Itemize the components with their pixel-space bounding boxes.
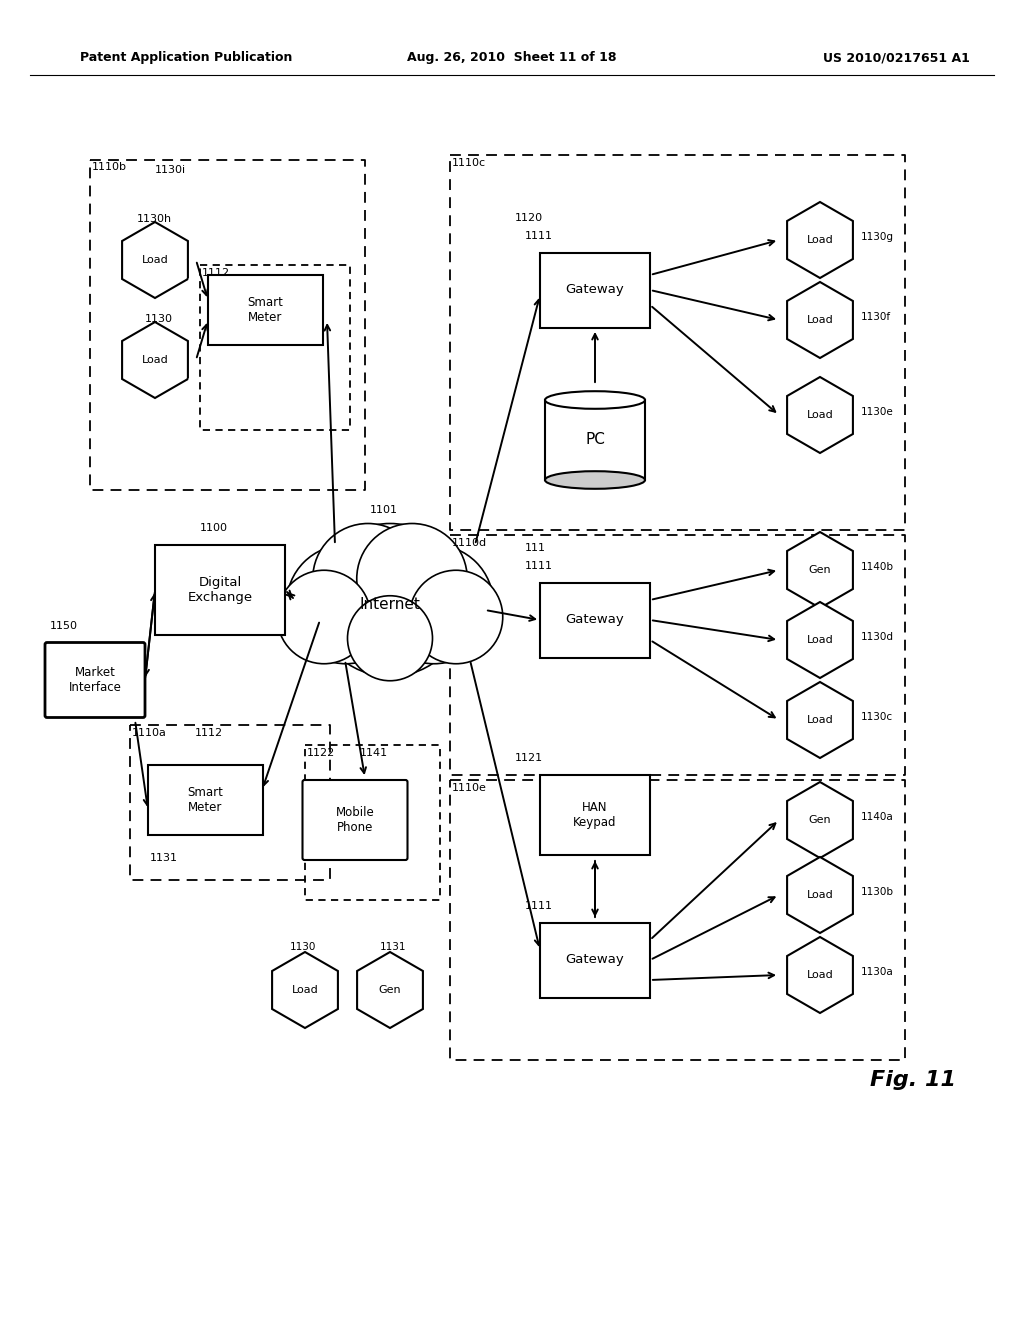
Text: 1140a: 1140a xyxy=(861,812,894,822)
Text: 1130i: 1130i xyxy=(155,165,186,176)
Circle shape xyxy=(356,524,467,634)
Polygon shape xyxy=(787,532,853,609)
Text: Load: Load xyxy=(807,235,834,246)
Polygon shape xyxy=(787,202,853,279)
Text: 1121: 1121 xyxy=(515,752,543,763)
Text: Gen: Gen xyxy=(809,565,831,576)
Circle shape xyxy=(375,545,494,664)
Text: Mobile
Phone: Mobile Phone xyxy=(336,807,375,834)
Text: Smart
Meter: Smart Meter xyxy=(247,296,283,323)
Text: 1111: 1111 xyxy=(525,231,553,242)
Text: Patent Application Publication: Patent Application Publication xyxy=(80,51,293,65)
Circle shape xyxy=(287,545,406,664)
Text: 1110a: 1110a xyxy=(132,729,167,738)
Text: Load: Load xyxy=(807,715,834,725)
Circle shape xyxy=(410,570,503,664)
Text: Load: Load xyxy=(807,315,834,325)
Text: 1131: 1131 xyxy=(150,853,178,863)
Polygon shape xyxy=(787,602,853,678)
Text: 1141: 1141 xyxy=(360,748,388,758)
Text: 1130b: 1130b xyxy=(861,887,894,898)
Text: Smart
Meter: Smart Meter xyxy=(187,785,223,814)
Text: 1130c: 1130c xyxy=(861,711,893,722)
Text: Load: Load xyxy=(807,890,834,900)
Text: Load: Load xyxy=(292,985,318,995)
Text: 1100: 1100 xyxy=(200,523,228,533)
Polygon shape xyxy=(357,952,423,1028)
Text: PC: PC xyxy=(585,433,605,447)
Text: 1130h: 1130h xyxy=(137,214,172,224)
Ellipse shape xyxy=(545,471,645,488)
Text: 1130d: 1130d xyxy=(861,632,894,642)
Polygon shape xyxy=(272,952,338,1028)
Text: 1111: 1111 xyxy=(525,561,553,572)
Text: Gen: Gen xyxy=(809,814,831,825)
Polygon shape xyxy=(787,937,853,1012)
Text: 1130g: 1130g xyxy=(861,232,894,242)
Circle shape xyxy=(312,524,423,634)
Text: Load: Load xyxy=(807,411,834,420)
Bar xyxy=(545,400,645,480)
Text: 1110c: 1110c xyxy=(452,158,486,168)
Polygon shape xyxy=(122,322,188,399)
Text: HAN
Keypad: HAN Keypad xyxy=(573,801,616,829)
Text: US 2010/0217651 A1: US 2010/0217651 A1 xyxy=(823,51,970,65)
Polygon shape xyxy=(787,682,853,758)
Text: 1101: 1101 xyxy=(370,506,398,515)
Text: 1122: 1122 xyxy=(307,748,335,758)
Text: Market
Interface: Market Interface xyxy=(69,667,122,694)
Bar xyxy=(155,545,285,635)
Text: 1120: 1120 xyxy=(515,213,543,223)
Text: 1111: 1111 xyxy=(525,902,553,911)
Text: 1130e: 1130e xyxy=(861,407,894,417)
Text: 111: 111 xyxy=(525,543,546,553)
Polygon shape xyxy=(787,282,853,358)
Text: 1130: 1130 xyxy=(145,314,173,323)
Circle shape xyxy=(278,570,371,664)
Polygon shape xyxy=(787,781,853,858)
Circle shape xyxy=(347,595,432,681)
Text: Gateway: Gateway xyxy=(565,284,625,297)
Text: 1110e: 1110e xyxy=(452,783,486,793)
FancyBboxPatch shape xyxy=(45,643,145,718)
Text: Load: Load xyxy=(141,355,168,366)
Text: Aug. 26, 2010  Sheet 11 of 18: Aug. 26, 2010 Sheet 11 of 18 xyxy=(408,51,616,65)
Text: 1110b: 1110b xyxy=(92,162,127,172)
Circle shape xyxy=(313,524,467,676)
Text: 1130: 1130 xyxy=(290,942,316,952)
Polygon shape xyxy=(787,378,853,453)
Text: Load: Load xyxy=(807,970,834,979)
FancyBboxPatch shape xyxy=(302,780,408,861)
Text: Load: Load xyxy=(807,635,834,645)
Text: Gateway: Gateway xyxy=(565,953,625,966)
Polygon shape xyxy=(787,857,853,933)
Text: 1130f: 1130f xyxy=(861,312,891,322)
Bar xyxy=(540,582,650,657)
Text: 1130a: 1130a xyxy=(861,968,894,977)
Text: Load: Load xyxy=(141,255,168,265)
Text: Fig. 11: Fig. 11 xyxy=(870,1071,956,1090)
Text: Digital
Exchange: Digital Exchange xyxy=(187,576,253,605)
Text: 1112: 1112 xyxy=(195,729,223,738)
Bar xyxy=(147,766,262,836)
Text: 1150: 1150 xyxy=(50,620,78,631)
Text: 1131: 1131 xyxy=(380,942,407,952)
Text: Gen: Gen xyxy=(379,985,401,995)
Bar xyxy=(540,252,650,327)
Text: 1112: 1112 xyxy=(202,268,230,279)
Bar xyxy=(540,775,650,855)
Bar xyxy=(208,275,323,345)
Bar xyxy=(540,923,650,998)
Text: 1110d: 1110d xyxy=(452,539,487,548)
Text: 1140b: 1140b xyxy=(861,562,894,572)
Ellipse shape xyxy=(545,391,645,409)
Text: Internet: Internet xyxy=(359,597,421,611)
Polygon shape xyxy=(122,222,188,298)
Text: Gateway: Gateway xyxy=(565,614,625,627)
